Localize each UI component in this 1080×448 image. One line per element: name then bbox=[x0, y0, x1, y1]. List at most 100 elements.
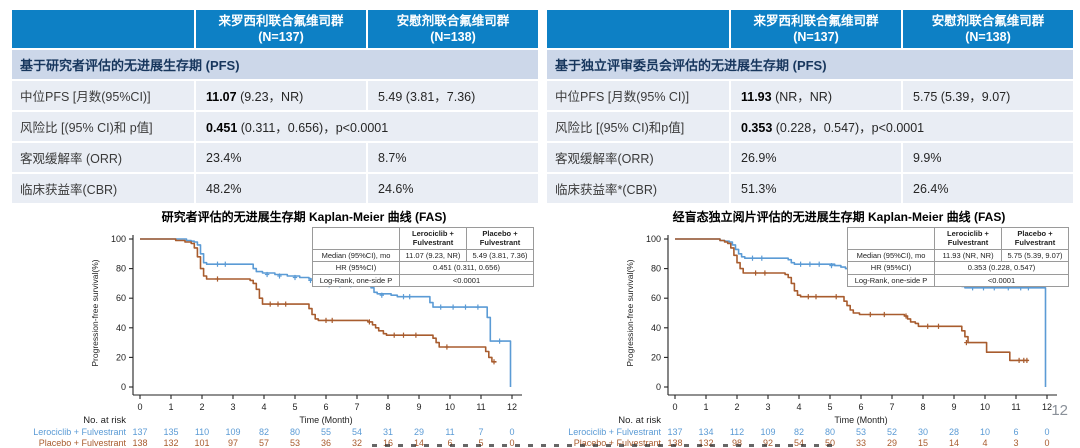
legend-p-value: <0.0001 bbox=[934, 273, 1069, 287]
chart-text: No. at risk bbox=[83, 415, 126, 426]
chart-text: 14 bbox=[414, 438, 424, 448]
chart-text: 0 bbox=[509, 438, 514, 448]
cbr-value-lerociclib: 48.2% bbox=[196, 174, 366, 203]
legend-arm-lerociclib: Lerociclib + Fulvestrant bbox=[399, 227, 467, 250]
legend-row-hr: HR (95%CI) 0.451 (0.311, 0.656) bbox=[312, 261, 534, 275]
chart-text: 100 bbox=[646, 234, 661, 244]
row-label: 临床获益率(CBR) bbox=[12, 174, 194, 203]
header-lerociclib-arm: 来罗西利联合氟维司群 (N=137) bbox=[731, 10, 901, 48]
cbr-value-placebo: 26.4% bbox=[903, 174, 1073, 203]
chart-text: Lerociclib + Fulvestrant bbox=[568, 427, 661, 437]
chart-text: 100 bbox=[111, 234, 126, 244]
chart-text: 6 bbox=[1013, 427, 1018, 437]
chart-text: 14 bbox=[949, 438, 959, 448]
chart-text: 20 bbox=[116, 352, 126, 362]
cbr-value-lerociclib: 51.3% bbox=[731, 174, 901, 203]
row-label: 风险比 [(95% CI)和p值] bbox=[547, 112, 729, 141]
chart-text: 33 bbox=[856, 438, 866, 448]
table-row-median-pfs: 中位PFS [月数(95%CI)] 11.07 (9.23，NR) 5.49 (… bbox=[12, 81, 538, 110]
median-ci: (9.23，NR) bbox=[236, 90, 304, 104]
header-blank-cell bbox=[12, 10, 194, 48]
chart-text: 11 bbox=[476, 402, 485, 412]
table-row-hazard-ratio: 风险比 [(95% CI)和 p值] 0.451 (0.311，0.656)，p… bbox=[12, 112, 538, 141]
km-legend-table: Lerociclib + Fulvestrant Placebo + Fulve… bbox=[847, 227, 1069, 287]
table-row-cbr: 临床获益率(CBR) 48.2% 24.6% bbox=[12, 174, 538, 203]
chart-text: 4 bbox=[982, 438, 987, 448]
chart-text: 9 bbox=[416, 402, 421, 412]
chart-text: Placebo + Fulvestrant bbox=[39, 438, 127, 448]
chart-text: 3 bbox=[230, 402, 235, 412]
legend-row-median: Median (95%CI), mo 11.93 (NR, NR) 5.75 (… bbox=[847, 248, 1069, 263]
hr-ci-p: (0.228，0.547)，p<0.0001 bbox=[772, 121, 925, 135]
legend-hr-value: 0.451 (0.311, 0.656) bbox=[399, 261, 534, 275]
panel-irc-assessed: 来罗西利联合氟维司群 (N=137) 安慰剂联合氟维司群 (N=138) 基于独… bbox=[545, 8, 1075, 448]
table-row-orr: 客观缓解率 (ORR) 23.4% 8.7% bbox=[12, 143, 538, 172]
section-title: 基于研究者评估的无进展生存期 (PFS) bbox=[12, 50, 538, 79]
median-value-lerociclib: 11.93 (NR，NR) bbox=[731, 81, 901, 110]
chart-text: 4 bbox=[796, 402, 801, 412]
km-curve bbox=[140, 238, 512, 387]
chart-text: 53 bbox=[290, 438, 300, 448]
median-bold: 11.07 bbox=[206, 90, 237, 104]
chart-text: 0 bbox=[121, 382, 126, 392]
legend-label: Log-Rank, one-side P bbox=[312, 273, 400, 287]
clipped-footnote-text bbox=[372, 444, 840, 447]
km-chart-block-investigator: 研究者评估的无进展生存期 Kaplan-Meier 曲线 (FAS) 0 20 40… bbox=[10, 209, 540, 448]
chart-text: 30 bbox=[918, 427, 928, 437]
legend-hr-value: 0.353 (0.228, 0.547) bbox=[934, 261, 1069, 275]
header-placebo-arm: 安慰剂联合氟维司群 (N=138) bbox=[368, 10, 538, 48]
section-row: 基于独立评审委员会评估的无进展生存期 (PFS) bbox=[547, 50, 1073, 79]
chart-text: 98 bbox=[732, 438, 742, 448]
chart-text: 7 bbox=[354, 402, 359, 412]
chart-text: 57 bbox=[259, 438, 269, 448]
chart-text: 137 bbox=[667, 427, 682, 437]
chart-text: Progression-free survival(%) bbox=[90, 259, 100, 366]
chart-text: 134 bbox=[698, 427, 713, 437]
chart-text: 8 bbox=[385, 402, 390, 412]
hr-value: 0.353 (0.228，0.547)，p<0.0001 bbox=[731, 112, 1073, 141]
row-label: 临床获益率*(CBR) bbox=[547, 174, 729, 203]
chart-text: 109 bbox=[225, 427, 240, 437]
chart-text: 97 bbox=[228, 438, 238, 448]
chart-text: 11 bbox=[445, 427, 454, 437]
pfs-results-table: 来罗西利联合氟维司群 (N=137) 安慰剂联合氟维司群 (N=138) 基于研… bbox=[10, 8, 540, 205]
chart-text: 16 bbox=[383, 438, 393, 448]
chart-text: 5 bbox=[292, 402, 297, 412]
section-row: 基于研究者评估的无进展生存期 (PFS) bbox=[12, 50, 538, 79]
chart-text: 12 bbox=[1042, 402, 1052, 412]
chart-text: 0 bbox=[1044, 427, 1049, 437]
row-label: 风险比 [(95% CI)和 p值] bbox=[12, 112, 194, 141]
chart-text: 7 bbox=[889, 402, 894, 412]
chart-text: 112 bbox=[730, 427, 744, 437]
chart-text: 9 bbox=[951, 402, 956, 412]
legend-row-logrank: Log-Rank, one-side P <0.0001 bbox=[312, 273, 534, 287]
legend-blank-cell bbox=[847, 227, 935, 250]
legend-row-logrank: Log-Rank, one-side P <0.0001 bbox=[847, 273, 1069, 287]
chart-text: 132 bbox=[163, 438, 178, 448]
chart-text: 60 bbox=[116, 293, 126, 303]
chart-text: 0 bbox=[672, 402, 677, 412]
median-ci: (NR，NR) bbox=[771, 90, 833, 104]
chart-text: 40 bbox=[116, 323, 126, 333]
km-chart-title: 研究者评估的无进展生存期 Kaplan-Meier 曲线 (FAS) bbox=[161, 210, 447, 224]
legend-arm-placebo: Placebo + Fulvestrant bbox=[1001, 227, 1069, 250]
chart-text: 32 bbox=[352, 438, 362, 448]
chart-text: 31 bbox=[383, 427, 393, 437]
chart-text: 0 bbox=[1044, 438, 1049, 448]
chart-text: 82 bbox=[794, 427, 804, 437]
legend-blank-cell bbox=[312, 227, 400, 250]
chart-text: Lerociclib + Fulvestrant bbox=[33, 427, 126, 437]
chart-text: 138 bbox=[667, 438, 682, 448]
chart-text: 80 bbox=[290, 427, 300, 437]
orr-value-placebo: 9.9% bbox=[903, 143, 1073, 172]
legend-arm-lerociclib: Lerociclib + Fulvestrant bbox=[934, 227, 1002, 250]
orr-value-lerociclib: 23.4% bbox=[196, 143, 366, 172]
chart-text: 1 bbox=[703, 402, 708, 412]
chart-text: Time (Month) bbox=[834, 415, 887, 425]
legend-median-lerociclib: 11.07 (9.23, NR) bbox=[399, 248, 467, 263]
median-value-placebo: 5.49 (3.81，7.36) bbox=[368, 81, 538, 110]
chart-text: 5 bbox=[827, 402, 832, 412]
